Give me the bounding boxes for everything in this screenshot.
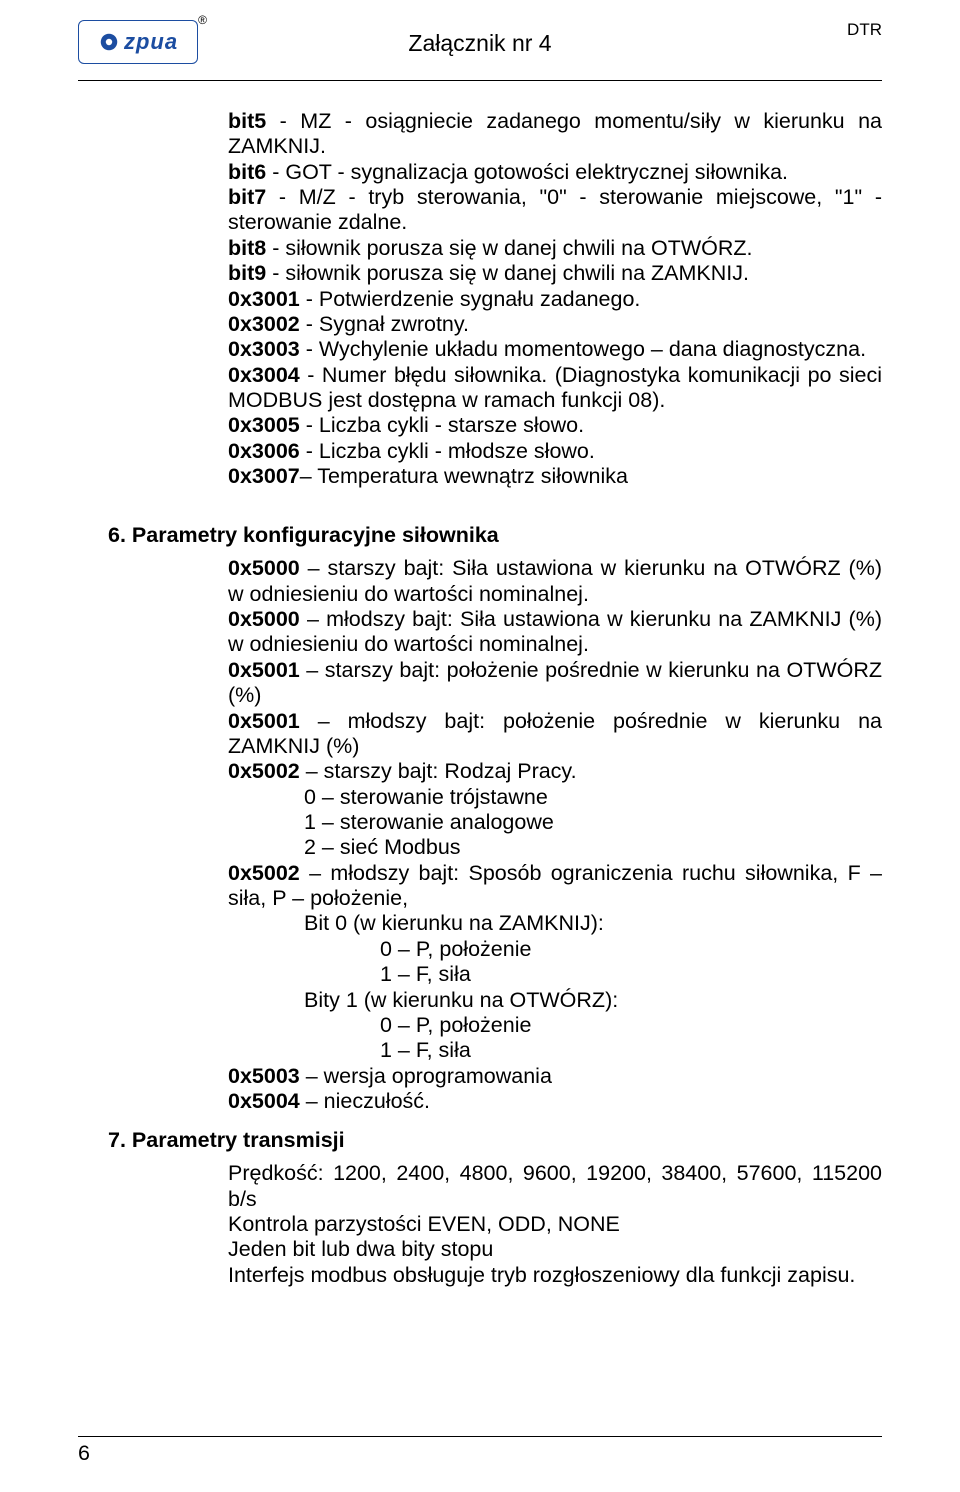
st-0: 0 – sterowanie trójstawne [228,785,882,810]
bit7-key: bit7 [228,185,266,209]
footer: 6 [78,1436,882,1466]
r5003-text: – wersja oprogramowania [300,1064,552,1088]
line-5002m: 0x5002 – młodszy bajt: Sposób ograniczen… [228,861,882,912]
bit7-text: - M/Z - tryb sterowania, "0" - sterowani… [228,185,882,234]
page: zpua ® Załącznik nr 4 DTR bit5 - MZ - os… [0,0,960,1492]
r5001s-key: 0x5001 [228,658,300,682]
trans-stop: Jeden bit lub dwa bity stopu [228,1237,882,1262]
r3004-key: 0x3004 [228,363,300,387]
line-bit7: bit7 - M/Z - tryb sterowania, "0" - ster… [228,185,882,236]
line-5002s: 0x5002 – starszy bajt: Rodzaj Pracy. [228,759,882,784]
r3005-text: - Liczba cykli - starsze słowo. [300,413,584,437]
r3001-text: - Potwierdzenie sygnału zadanego. [300,287,641,311]
r5004-key: 0x5004 [228,1089,300,1113]
st-1: 1 – sterowanie analogowe [228,810,882,835]
r5001s-text: – starszy bajt: położenie pośrednie w ki… [228,658,882,707]
logo-text: zpua [124,29,178,55]
bit8-key: bit8 [228,236,266,260]
line-5004: 0x5004 – nieczułość. [228,1089,882,1114]
r3003-text: - Wychylenie układu momentowego – dana d… [300,337,866,361]
r5001m-text: – młodszy bajt: położenie pośrednie w ki… [228,709,882,758]
bit8-text: - siłownik porusza się w danej chwili na… [266,236,752,260]
dtr-label: DTR [847,20,882,40]
bit1-p: 0 – P, położenie [228,1013,882,1038]
r3005-key: 0x3005 [228,413,300,437]
line-3002: 0x3002 - Sygnał zwrotny. [228,312,882,337]
section-transmission: Prędkość: 1200, 2400, 4800, 9600, 19200,… [228,1161,882,1288]
r3002-key: 0x3002 [228,312,300,336]
body: bit5 - MZ - osiągniecie zadanego momentu… [78,81,882,1288]
header: zpua ® Załącznik nr 4 DTR [78,20,882,76]
bit5-text: - MZ - osiągniecie zadanego momentu/siły… [228,109,882,158]
bit1-label: Bity 1 (w kierunku na OTWÓRZ): [228,988,882,1013]
st-2: 2 – sieć Modbus [228,835,882,860]
page-number: 6 [78,1441,882,1466]
line-3003: 0x3003 - Wychylenie układu momentowego –… [228,337,882,362]
trans-speed: Prędkość: 1200, 2400, 4800, 9600, 19200,… [228,1161,882,1212]
gear-icon [98,31,120,53]
trans-parity: Kontrola parzystości EVEN, ODD, NONE [228,1212,882,1237]
heading-7: 7. Parametry transmisji [108,1128,882,1153]
r3006-text: - Liczba cykli - młodsze słowo. [300,439,595,463]
r3007-key: 0x3007 [228,464,300,488]
bit0-p: 0 – P, położenie [228,937,882,962]
r3004-text: - Numer błędu siłownika. (Diagnostyka ko… [228,363,882,412]
doc-title-wrap: Załącznik nr 4 [78,30,882,57]
r5002s-key: 0x5002 [228,759,300,783]
line-3005: 0x3005 - Liczba cykli - starsze słowo. [228,413,882,438]
footer-rule [78,1436,882,1437]
bit6-key: bit6 [228,160,266,184]
line-5003: 0x5003 – wersja oprogramowania [228,1064,882,1089]
r3002-text: - Sygnał zwrotny. [300,312,469,336]
r5002s-text: – starszy bajt: Rodzaj Pracy. [300,759,577,783]
r3007-text: – Temperatura wewnątrz siłownika [300,464,628,488]
bit6-text: - GOT - sygnalizacja gotowości elektrycz… [266,160,788,184]
bit9-text: - siłownik porusza się w danej chwili na… [266,261,749,285]
line-5001m: 0x5001 – młodszy bajt: położenie pośredn… [228,709,882,760]
line-bit8: bit8 - siłownik porusza się w danej chwi… [228,236,882,261]
line-bit9: bit9 - siłownik porusza się w danej chwi… [228,261,882,286]
line-bit6: bit6 - GOT - sygnalizacja gotowości elek… [228,160,882,185]
line-5000m: 0x5000 – młodszy bajt: Siła ustawiona w … [228,607,882,658]
r3003-key: 0x3003 [228,337,300,361]
section-config: 0x5000 – starszy bajt: Siła ustawiona w … [228,556,882,1114]
registered-mark: ® [198,13,207,27]
line-5001s: 0x5001 – starszy bajt: położenie pośredn… [228,658,882,709]
r3001-key: 0x3001 [228,287,300,311]
bit0-label: Bit 0 (w kierunku na ZAMKNIJ): [228,911,882,936]
line-3004: 0x3004 - Numer błędu siłownika. (Diagnos… [228,363,882,414]
line-3007: 0x3007– Temperatura wewnątrz siłownika [228,464,882,489]
r5002m-key: 0x5002 [228,861,300,885]
r5002m-text: – młodszy bajt: Sposób ograniczenia ruch… [228,861,882,910]
bit0-f: 1 – F, siła [228,962,882,987]
line-5000s: 0x5000 – starszy bajt: Siła ustawiona w … [228,556,882,607]
r5000m-text: – młodszy bajt: Siła ustawiona w kierunk… [228,607,882,656]
line-3001: 0x3001 - Potwierdzenie sygnału zadanego. [228,287,882,312]
line-3006: 0x3006 - Liczba cykli - młodsze słowo. [228,439,882,464]
doc-title: Załącznik nr 4 [408,30,551,56]
logo: zpua ® [78,20,198,64]
r5004-text: – nieczułość. [300,1089,430,1113]
r3006-key: 0x3006 [228,439,300,463]
bit5-key: bit5 [228,109,266,133]
r5000m-key: 0x5000 [228,607,300,631]
r5000s-key: 0x5000 [228,556,300,580]
heading-6: 6. Parametry konfiguracyjne siłownika [108,523,882,548]
trans-broadcast: Interfejs modbus obsługuje tryb rozgłosz… [228,1263,882,1288]
section-registers: bit5 - MZ - osiągniecie zadanego momentu… [228,109,882,489]
logo-inner: zpua [98,29,178,55]
line-bit5: bit5 - MZ - osiągniecie zadanego momentu… [228,109,882,160]
r5001m-key: 0x5001 [228,709,300,733]
bit1-f: 1 – F, siła [228,1038,882,1063]
bit9-key: bit9 [228,261,266,285]
r5000s-text: – starszy bajt: Siła ustawiona w kierunk… [228,556,882,605]
r5003-key: 0x5003 [228,1064,300,1088]
